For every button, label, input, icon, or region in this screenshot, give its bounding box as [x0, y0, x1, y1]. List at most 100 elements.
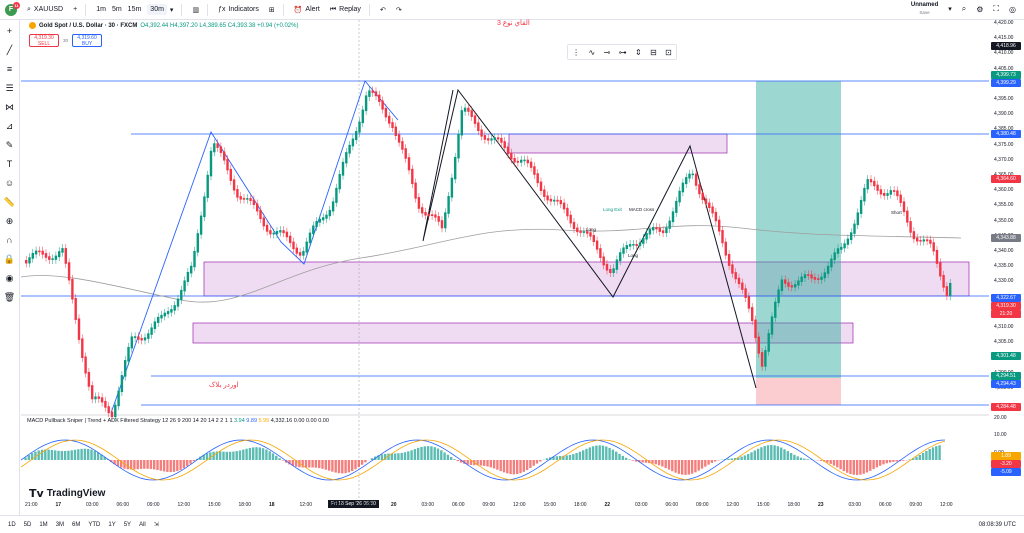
- macd-histogram-bar: [753, 450, 756, 460]
- candle-body: [496, 137, 500, 140]
- candle-body: [183, 280, 186, 292]
- drag-handle-icon[interactable]: ⋮: [572, 47, 581, 57]
- snapshot-icon[interactable]: ◎: [1009, 4, 1016, 14]
- indicators-button[interactable]: ƒx Indicators: [218, 6, 259, 13]
- chart-pane[interactable]: Gold Spot / U.S. Dollar · 30 · FXCM O4,3…: [21, 20, 1024, 515]
- emoji-icon[interactable]: ☺: [4, 178, 15, 188]
- magnet-icon[interactable]: ∩: [6, 235, 13, 245]
- compare-button[interactable]: +: [73, 6, 78, 13]
- chart-type-button[interactable]: ▥: [192, 6, 199, 14]
- symbol-search[interactable]: ⌕ XAUUSD: [27, 6, 63, 14]
- trendline-icon[interactable]: ╱: [6, 44, 13, 55]
- candle-body: [100, 397, 104, 403]
- timeframe-dropdown-icon[interactable]: ▾: [169, 6, 174, 14]
- range-1m[interactable]: 1M: [39, 521, 48, 528]
- fib-icon[interactable]: ☰: [5, 82, 14, 93]
- line-style-icon[interactable]: ∿: [588, 47, 596, 57]
- long-label-1: Long: [586, 227, 597, 232]
- time-tick: 15:00: [330, 502, 343, 508]
- macd-histogram-bar: [869, 460, 872, 471]
- long-position-loss[interactable]: [756, 378, 841, 405]
- settings-icon[interactable]: ⚙: [976, 4, 984, 14]
- text-icon[interactable]: T: [6, 159, 13, 169]
- indicators-icon: ƒx: [218, 6, 226, 13]
- candle-body: [173, 305, 176, 311]
- candle-body: [866, 179, 869, 190]
- sell-button[interactable]: 4,319.30 SELL: [29, 34, 59, 47]
- crosshair-icon[interactable]: +: [6, 26, 13, 36]
- lock-drawings-icon[interactable]: 🔒: [3, 253, 16, 264]
- candle-body: [595, 240, 599, 250]
- range-5d[interactable]: 5D: [23, 521, 32, 528]
- macd-histogram-bar: [862, 460, 865, 474]
- align-icon[interactable]: ⇕: [634, 47, 642, 57]
- price-chart-canvas[interactable]: [21, 20, 1024, 515]
- layout-name-button[interactable]: Unnamed Save: [910, 2, 939, 15]
- macd-histogram-bar: [908, 459, 912, 460]
- replay-button[interactable]: ⏮ Replay: [329, 5, 361, 14]
- spread-value: 30: [63, 38, 69, 43]
- macd-histogram-bar: [651, 460, 654, 464]
- forecast-icon[interactable]: ⊿: [5, 120, 14, 131]
- buy-button[interactable]: 4,319.60 BUY: [72, 34, 103, 47]
- range-all[interactable]: All: [139, 521, 146, 528]
- range-ytd[interactable]: YTD: [88, 521, 101, 528]
- order-block-zone-1[interactable]: [203, 261, 970, 297]
- candle-body: [157, 316, 160, 323]
- indicator-legend[interactable]: MACD Pullback Sniper | Trend + ADX Filte…: [27, 418, 329, 424]
- search-icon[interactable]: ⌕: [961, 4, 967, 13]
- user-avatar[interactable]: F 11: [5, 1, 20, 16]
- time-axis[interactable]: Fri 18 Sep '26 06:30 21:00 17 03:00 06:00 09…: [21, 499, 968, 513]
- pattern-icon[interactable]: ⋈: [5, 101, 14, 112]
- zoom-icon[interactable]: ⊕: [5, 215, 14, 226]
- zigzag-blue: [110, 80, 399, 414]
- trash-icon[interactable]: 🗑: [3, 291, 16, 302]
- brush-icon[interactable]: ✎: [5, 139, 14, 150]
- candle-body: [652, 227, 655, 231]
- bounding-icon[interactable]: ⊡: [665, 47, 672, 57]
- line-mid-icon[interactable]: ⊶: [618, 47, 627, 57]
- settings-icon[interactable]: ⊟: [650, 47, 657, 57]
- macd-histogram-bar: [664, 460, 667, 468]
- macd-histogram-bar: [370, 458, 374, 460]
- tf-15m[interactable]: 15m: [127, 6, 142, 13]
- alert-button[interactable]: ⏰ Alert: [293, 6, 320, 14]
- undo-button[interactable]: ↶: [379, 6, 386, 14]
- price-axis[interactable]: 4,420.004,415.004,410.004,405.004,400.00…: [989, 20, 1024, 495]
- utc-clock[interactable]: 08:08:39 UTC: [978, 521, 1016, 528]
- candle-body: [305, 241, 308, 253]
- templates-button[interactable]: ⊞: [269, 6, 275, 14]
- macd-histogram-bar: [423, 446, 426, 460]
- hide-drawings-icon[interactable]: ◉: [5, 272, 14, 283]
- line-width-icon[interactable]: ⊸: [603, 47, 611, 57]
- tf-30m[interactable]: 30m: [147, 4, 167, 15]
- fullscreen-icon[interactable]: ⛶: [993, 4, 1000, 13]
- tf-1m[interactable]: 1m: [96, 6, 106, 13]
- candle-body: [932, 242, 935, 252]
- range-6m[interactable]: 6M: [72, 521, 81, 528]
- macd-histogram-bar: [707, 460, 710, 465]
- order-block-zone-2[interactable]: [192, 322, 854, 344]
- supply-zone[interactable]: [508, 133, 728, 154]
- chart-legend[interactable]: Gold Spot / U.S. Dollar · 30 · FXCM O4,3…: [29, 22, 298, 29]
- candle-body: [216, 143, 219, 148]
- macd-histogram-bar: [380, 454, 384, 460]
- range-5y[interactable]: 5Y: [123, 521, 132, 528]
- annotation-order-block[interactable]: اوردر بلاک: [209, 382, 239, 389]
- horizontal-lines-icon[interactable]: ≡: [6, 64, 13, 74]
- annotation-top[interactable]: القاي نوع 3: [497, 20, 530, 27]
- range-1y[interactable]: 1Y: [108, 521, 116, 528]
- date-range-icon[interactable]: ⇲: [153, 522, 159, 528]
- long-position-profit[interactable]: [756, 81, 841, 378]
- macd-histogram-bar: [248, 447, 252, 460]
- macd-histogram-bar: [176, 460, 179, 472]
- ruler-icon[interactable]: 📏: [3, 196, 16, 207]
- range-3m[interactable]: 3M: [55, 521, 65, 528]
- redo-button[interactable]: ↷: [395, 6, 402, 14]
- layout-dropdown-icon[interactable]: ▾: [948, 6, 952, 13]
- range-1d[interactable]: 1D: [8, 521, 16, 528]
- tf-5m[interactable]: 5m: [111, 6, 122, 13]
- candle-body: [543, 189, 546, 197]
- macd-histogram-bar: [255, 447, 258, 460]
